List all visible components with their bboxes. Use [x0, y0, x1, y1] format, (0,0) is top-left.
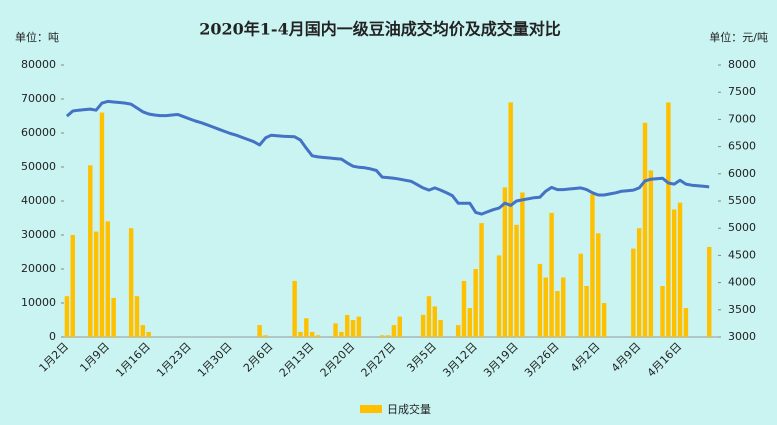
y-tick-label: 60000: [21, 126, 56, 139]
bar: [642, 122, 648, 337]
y2-tick-label: 6500: [728, 140, 756, 153]
bar: [514, 224, 519, 337]
bar: [298, 331, 303, 337]
y-tick-label: 10000: [21, 296, 56, 309]
bar: [549, 212, 554, 337]
y-tick-label: 30000: [21, 228, 56, 241]
bar: [520, 192, 525, 337]
bar: [134, 296, 140, 337]
line: [65, 99, 710, 216]
bar: [88, 165, 93, 337]
y2-tick-label: 4500: [728, 248, 756, 261]
bar: [502, 187, 508, 337]
y2-tick-label: 6000: [728, 167, 756, 180]
bar: [636, 228, 642, 337]
bar: [590, 194, 595, 337]
bar: [508, 102, 513, 338]
y2-tick-label: 8000: [728, 58, 756, 71]
bar: [356, 316, 362, 337]
bar: [496, 255, 502, 337]
bar: [596, 233, 601, 337]
bar: [537, 263, 543, 337]
y-tick-label: 0: [49, 330, 56, 343]
bar: [543, 277, 548, 337]
bar: [391, 325, 397, 337]
bar: [561, 277, 566, 337]
bar: [420, 314, 426, 337]
bar: [461, 280, 467, 337]
bar: [64, 296, 70, 337]
y2-tick-label: 5000: [728, 221, 756, 234]
bar: [380, 335, 385, 337]
bar: [140, 325, 146, 337]
bar: [671, 209, 677, 337]
legend-label: 日成交量: [387, 402, 431, 416]
bar: [555, 291, 560, 337]
bar: [473, 269, 478, 337]
bar: [648, 170, 654, 337]
y2-tick-label: 5500: [728, 194, 756, 207]
legend-swatch: [360, 405, 382, 413]
bar: [426, 296, 432, 337]
bar: [438, 320, 443, 337]
bar: [683, 308, 689, 337]
y2-tick-label: 7000: [728, 112, 756, 125]
bar: [578, 253, 583, 337]
y2-tick-label: 4000: [728, 276, 756, 289]
y-tick-label: 20000: [21, 262, 56, 275]
bar: [263, 335, 268, 337]
y2-unit: 单位：元/吨: [709, 30, 768, 44]
bar: [432, 306, 438, 337]
bar: [257, 325, 262, 337]
bar: [385, 335, 391, 337]
bar: [111, 297, 116, 337]
y-tick-label: 40000: [21, 194, 56, 207]
bar: [479, 223, 484, 337]
y-tick-label: 50000: [21, 160, 56, 173]
bar: [128, 228, 134, 337]
bar: [99, 112, 105, 337]
bar: [397, 316, 402, 337]
bar: [584, 286, 589, 337]
chart-title: 2020年1-4月国内一级豆油成交均价及成交量对比: [199, 20, 560, 39]
bar: [292, 280, 297, 337]
bar: [146, 331, 151, 337]
bar: [666, 102, 671, 338]
bar: [660, 286, 665, 337]
y-tick-label: 80000: [21, 58, 56, 71]
bar: [309, 331, 315, 337]
y2-tick-label: 3500: [728, 303, 756, 316]
y-unit: 单位：吨: [15, 30, 59, 44]
bar: [601, 303, 607, 337]
bar: [350, 320, 356, 337]
y2-tick-label: 7500: [728, 85, 756, 98]
bar: [455, 325, 461, 337]
bar: [93, 231, 99, 337]
bar: [304, 318, 309, 337]
bar: [467, 308, 473, 337]
bar: [677, 202, 683, 337]
bar: [333, 323, 338, 337]
bar: [315, 335, 321, 337]
bar: [631, 248, 636, 337]
bar: [344, 314, 350, 337]
bar: [339, 331, 344, 337]
bar: [70, 235, 75, 337]
y2-tick-label: 3000: [728, 330, 756, 343]
bar: [105, 221, 111, 337]
bar: [707, 246, 712, 337]
y-tick-label: 70000: [21, 92, 56, 105]
